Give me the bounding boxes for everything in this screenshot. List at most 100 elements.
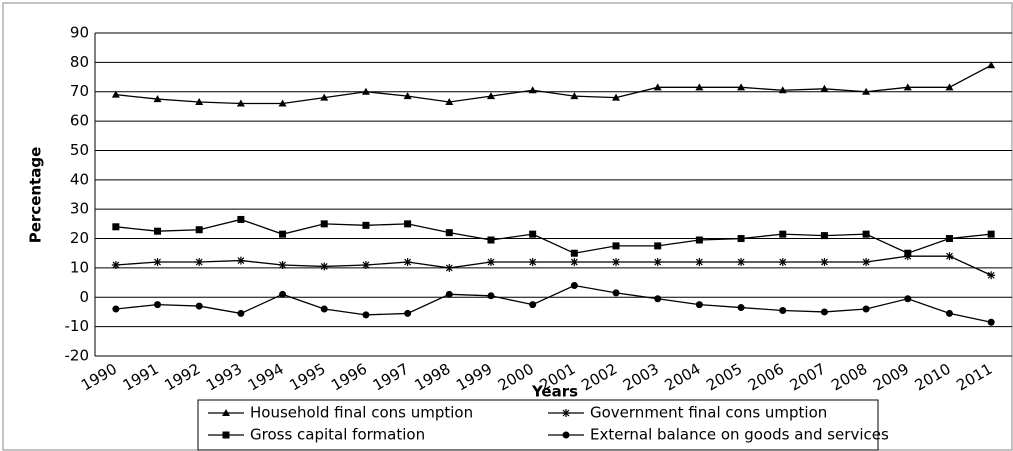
marker-shape <box>445 290 453 298</box>
marker-shape <box>695 301 703 309</box>
marker <box>737 83 746 91</box>
marker-shape <box>862 305 870 313</box>
y-tick-label: 10 <box>70 258 89 276</box>
marker-shape <box>654 295 662 303</box>
marker-shape <box>195 98 204 106</box>
marker <box>820 232 828 240</box>
marker <box>987 271 996 280</box>
marker-shape <box>778 86 787 94</box>
marker <box>612 289 620 297</box>
marker <box>222 431 230 439</box>
marker <box>737 258 746 267</box>
marker <box>820 258 829 267</box>
marker-shape <box>612 242 620 250</box>
marker-shape <box>654 242 662 250</box>
marker-shape <box>111 90 120 98</box>
marker <box>112 305 120 313</box>
marker <box>945 83 954 91</box>
marker-shape <box>320 93 329 101</box>
marker <box>111 90 120 98</box>
marker <box>154 301 162 309</box>
marker <box>570 249 578 257</box>
marker-shape <box>195 302 203 310</box>
marker <box>445 290 453 298</box>
marker-shape <box>737 304 745 312</box>
marker <box>112 223 120 231</box>
marker <box>695 301 703 309</box>
marker-shape <box>279 290 287 298</box>
marker <box>403 258 412 267</box>
marker <box>279 290 287 298</box>
marker <box>403 92 412 100</box>
marker-shape <box>153 95 162 103</box>
marker-shape <box>237 309 245 317</box>
marker <box>862 305 870 313</box>
marker <box>237 309 245 317</box>
marker-shape <box>112 305 120 313</box>
marker <box>320 220 328 228</box>
y-axis-title: Percentage <box>27 147 45 244</box>
marker-shape <box>987 61 996 69</box>
y-tick-label: 90 <box>70 24 89 42</box>
marker <box>820 308 828 316</box>
marker-shape <box>945 235 953 243</box>
marker <box>111 260 120 269</box>
marker <box>445 263 454 272</box>
marker <box>154 227 162 235</box>
marker-shape <box>737 83 746 91</box>
marker-shape <box>904 249 912 257</box>
marker <box>737 304 745 312</box>
marker-shape <box>529 230 537 238</box>
marker <box>778 86 787 94</box>
marker-shape <box>445 98 454 106</box>
marker <box>195 226 203 234</box>
marker-shape <box>570 92 579 100</box>
marker <box>529 301 537 309</box>
marker <box>570 282 578 290</box>
marker-shape <box>320 220 328 228</box>
marker <box>570 92 579 100</box>
legend-box <box>197 399 879 451</box>
series-line <box>115 218 992 254</box>
series-line <box>115 255 992 276</box>
marker <box>612 93 621 101</box>
marker-shape <box>945 83 954 91</box>
x-axis-title: Years <box>531 383 578 401</box>
marker-shape <box>362 311 370 319</box>
marker <box>487 292 495 300</box>
marker-shape <box>445 229 453 237</box>
marker <box>612 242 620 250</box>
marker-shape <box>612 289 620 297</box>
marker-shape <box>237 215 245 223</box>
marker-shape <box>903 83 912 91</box>
marker-shape <box>945 309 953 317</box>
marker <box>487 236 495 244</box>
y-tick-label: 70 <box>70 82 89 100</box>
marker-shape <box>361 87 370 95</box>
marker-shape <box>570 282 578 290</box>
marker-shape <box>222 409 230 416</box>
marker-shape <box>528 86 537 94</box>
marker-shape <box>487 292 495 300</box>
marker-shape <box>779 230 787 238</box>
marker <box>195 258 204 267</box>
marker <box>528 86 537 94</box>
marker-shape <box>820 84 829 92</box>
marker-shape <box>562 431 570 439</box>
marker-shape <box>904 295 912 303</box>
y-tick-label: 80 <box>70 53 89 71</box>
marker <box>278 99 287 107</box>
marker-shape <box>222 431 230 439</box>
marker <box>945 252 954 261</box>
marker-shape <box>236 99 245 107</box>
marker-shape <box>612 93 621 101</box>
marker <box>486 258 495 267</box>
y-tick-label: 40 <box>70 170 89 188</box>
y-tick-label: -20 <box>65 347 90 365</box>
marker <box>987 61 996 69</box>
marker <box>237 215 245 223</box>
legend-label: Household final cons umption <box>250 404 473 422</box>
marker <box>653 83 662 91</box>
marker <box>945 235 953 243</box>
